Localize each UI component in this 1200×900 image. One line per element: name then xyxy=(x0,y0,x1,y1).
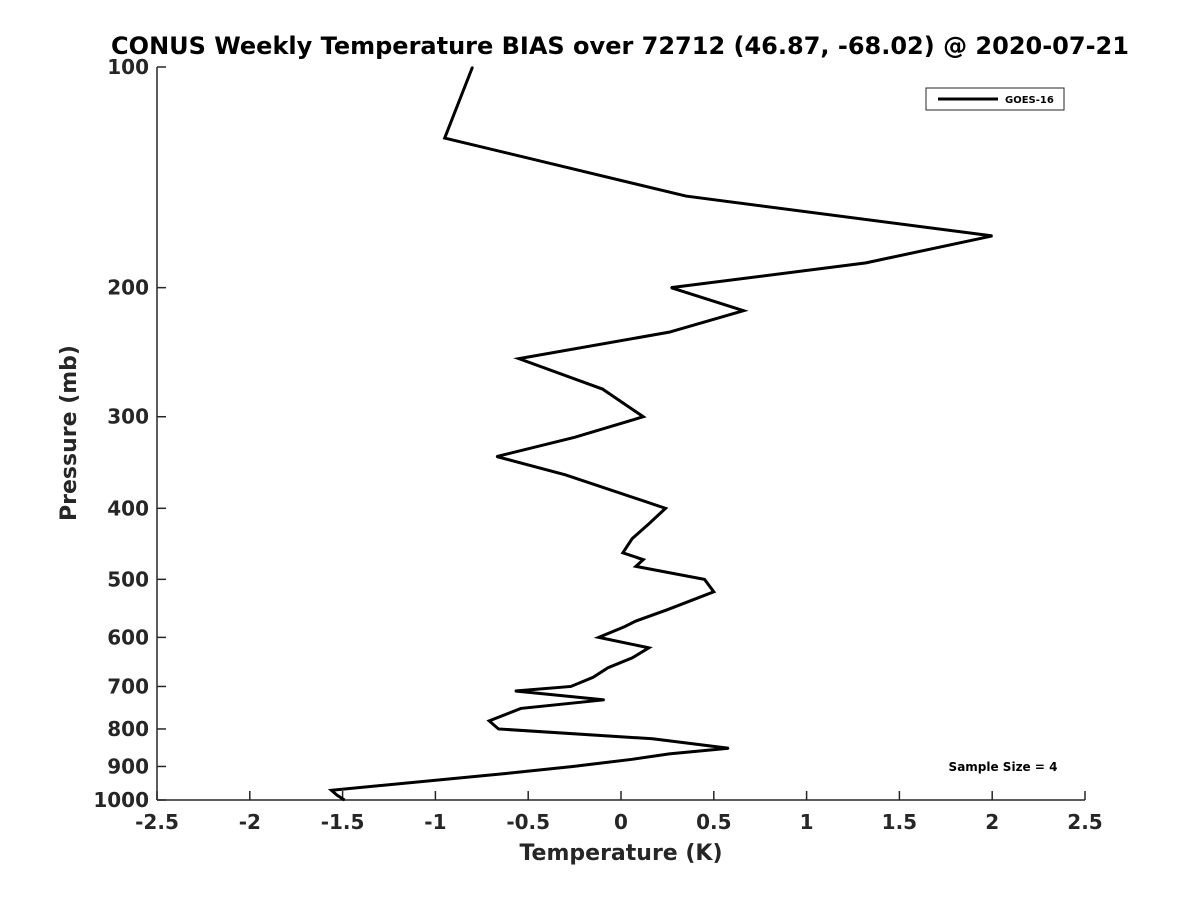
chart-title: CONUS Weekly Temperature BIAS over 72712… xyxy=(111,32,1129,60)
series-point xyxy=(518,357,520,360)
x-tick-label: 0.5 xyxy=(696,810,731,834)
series-point xyxy=(622,552,624,554)
series-point xyxy=(631,537,633,540)
x-tick-label: -0.5 xyxy=(506,810,550,834)
series-point xyxy=(631,758,633,761)
series-point xyxy=(519,707,522,710)
series-point xyxy=(685,195,687,197)
series-point xyxy=(570,685,572,688)
x-tick-label: -2.5 xyxy=(135,810,179,834)
series-point xyxy=(713,591,715,593)
series-point xyxy=(497,728,500,730)
x-tick-label: -2 xyxy=(239,810,261,834)
y-tick-label: 300 xyxy=(107,405,149,429)
series-point xyxy=(727,747,730,750)
series-point xyxy=(471,66,474,68)
sample-size-annotation: Sample Size = 4 xyxy=(949,760,1058,774)
series-point xyxy=(603,699,606,701)
y-axis-label: Pressure (mb) xyxy=(57,345,82,521)
y-tick-label: 100 xyxy=(107,55,149,79)
x-tick-label: 1.5 xyxy=(882,810,917,834)
series-point xyxy=(635,565,637,568)
series-point xyxy=(571,765,574,768)
series-point xyxy=(642,415,645,418)
series-point xyxy=(592,676,594,679)
series-point xyxy=(648,523,650,525)
y-tick-label: 800 xyxy=(107,717,149,741)
y-tick-label: 500 xyxy=(107,567,149,591)
series-point xyxy=(573,436,576,439)
series-point xyxy=(991,235,993,237)
series-layer xyxy=(327,66,993,802)
y-tick-label: 900 xyxy=(107,754,149,778)
series-point xyxy=(330,789,333,792)
series-point xyxy=(336,794,338,796)
series-point xyxy=(488,720,491,722)
legend-label-goes16: GOES-16 xyxy=(1005,95,1054,106)
series-point xyxy=(865,262,867,264)
y-tick-label: 400 xyxy=(107,496,149,520)
series-point xyxy=(607,666,609,669)
series-point xyxy=(601,388,604,390)
series-point xyxy=(564,473,567,476)
series-point xyxy=(670,286,672,289)
series-point xyxy=(597,636,600,639)
legend: GOES-16 xyxy=(925,87,1065,111)
series-point xyxy=(642,558,645,561)
series-point xyxy=(495,455,498,458)
x-tick-label: 1 xyxy=(800,810,814,834)
y-tick-label: 200 xyxy=(107,276,149,300)
series-point xyxy=(666,608,669,611)
x-axis-ticks: -2.5 -2 -1.5 -1 -0.5 0 0.5 1 1.5 2 2.5 xyxy=(135,791,1103,834)
x-tick-label: 0 xyxy=(614,810,628,834)
series-point xyxy=(623,625,626,628)
y-tick-label: 600 xyxy=(107,625,149,649)
series-point xyxy=(664,507,667,510)
series-point xyxy=(505,772,507,775)
series-point xyxy=(742,309,745,312)
x-tick-label: -1 xyxy=(424,810,446,834)
x-tick-label: -1.5 xyxy=(321,810,365,834)
series-point xyxy=(648,647,650,649)
series-point xyxy=(651,737,654,740)
series-point xyxy=(703,578,706,581)
x-tick-label: 2 xyxy=(985,810,999,834)
series-point xyxy=(443,137,446,139)
y-tick-label: 700 xyxy=(107,674,149,698)
y-tick-label: 1000 xyxy=(93,788,149,812)
x-axis-label: Temperature (K) xyxy=(519,841,722,866)
x-tick-label: 2.5 xyxy=(1067,810,1102,834)
y-axis-ticks: 100 200 300 400 500 600 700 800 900 1000 xyxy=(93,55,166,812)
series-point xyxy=(635,620,637,622)
series-point xyxy=(668,753,671,755)
series-point xyxy=(514,690,517,692)
series-point xyxy=(668,331,671,333)
series-point xyxy=(343,799,346,801)
series-point xyxy=(631,657,633,659)
